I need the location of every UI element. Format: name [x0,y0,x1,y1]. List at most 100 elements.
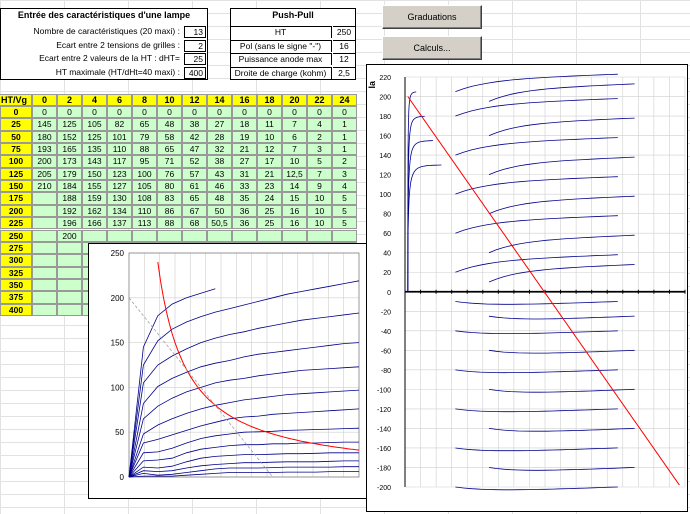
table-data-cell[interactable]: 0 [332,106,357,119]
table-data-cell[interactable]: 15 [282,192,307,205]
table-data-cell[interactable]: 0 [157,106,182,119]
table-data-cell[interactable]: 1 [332,130,357,144]
table-data-cell[interactable]: 0 [232,106,257,119]
table-data-cell[interactable]: 150 [82,167,107,181]
lamp-param-input[interactable]: 13 [184,26,206,38]
table-data-cell[interactable]: 61 [182,180,207,193]
table-data-cell[interactable]: 180 [32,130,57,144]
table-data-cell[interactable]: 52 [182,155,207,168]
table-data-cell[interactable]: 155 [82,180,107,193]
table-data-cell[interactable]: 18 [232,118,257,131]
table-data-cell[interactable]: 193 [32,143,57,156]
table-data-cell[interactable]: 2 [332,155,357,168]
table-data-cell[interactable]: 50 [207,204,232,218]
table-data-cell[interactable]: 0 [57,106,82,119]
table-data-cell[interactable]: 135 [82,143,107,156]
table-data-cell[interactable]: 24 [257,192,282,205]
table-data-cell[interactable]: 58 [157,130,182,144]
table-data-cell[interactable]: 5 [332,217,357,230]
table-data-cell[interactable]: 17 [257,155,282,168]
table-data-cell[interactable]: 48 [207,192,232,205]
table-data-cell[interactable]: 10 [282,155,307,168]
table-data-cell[interactable]: 188 [57,192,82,205]
table-data-cell[interactable]: 4 [332,180,357,193]
table-data-cell[interactable]: 1 [332,143,357,156]
table-data-cell[interactable]: 71 [157,155,182,168]
table-data-cell[interactable]: 210 [32,180,57,193]
table-data-cell[interactable] [107,229,132,242]
table-data-cell[interactable] [157,229,182,242]
table-data-cell[interactable] [32,241,57,255]
table-data-cell[interactable]: 25 [257,204,282,218]
table-data-cell[interactable]: 88 [157,217,182,230]
table-data-cell[interactable]: 1 [332,118,357,131]
table-data-cell[interactable]: 19 [232,130,257,144]
table-data-cell[interactable]: 113 [132,217,157,230]
table-data-cell[interactable]: 130 [107,192,132,205]
table-data-cell[interactable]: 16 [282,217,307,230]
table-data-cell[interactable] [32,291,57,304]
table-data-cell[interactable]: 9 [307,180,332,193]
table-data-cell[interactable] [132,229,157,242]
table-data-cell[interactable]: 162 [82,204,107,218]
table-data-cell[interactable] [57,266,82,279]
table-data-cell[interactable] [307,229,332,242]
table-data-cell[interactable]: 5 [332,204,357,218]
table-data-cell[interactable]: 12 [257,143,282,156]
table-data-cell[interactable] [32,266,57,279]
table-data-cell[interactable]: 36 [232,204,257,218]
table-data-cell[interactable]: 173 [57,155,82,168]
table-data-cell[interactable] [32,254,57,267]
table-data-cell[interactable]: 105 [132,180,157,193]
table-data-cell[interactable]: 0 [132,106,157,119]
table-data-cell[interactable]: 27 [232,155,257,168]
table-data-cell[interactable] [32,278,57,292]
table-data-cell[interactable] [57,291,82,304]
table-data-cell[interactable] [182,229,207,242]
table-data-cell[interactable]: 0 [32,106,57,119]
table-data-cell[interactable]: 0 [207,106,232,119]
table-data-cell[interactable]: 6 [282,130,307,144]
table-data-cell[interactable] [207,229,232,242]
table-data-cell[interactable]: 38 [207,155,232,168]
table-data-cell[interactable]: 196 [57,217,82,230]
graduations-button[interactable]: Graduations [382,5,482,29]
table-data-cell[interactable]: 32 [207,143,232,156]
table-data-cell[interactable]: 10 [307,204,332,218]
table-data-cell[interactable]: 10 [257,130,282,144]
table-data-cell[interactable]: 0 [257,106,282,119]
table-data-cell[interactable]: 79 [132,130,157,144]
table-data-cell[interactable]: 11 [257,118,282,131]
table-data-cell[interactable] [232,229,257,242]
table-data-cell[interactable]: 0 [307,106,332,119]
table-data-cell[interactable]: 25 [257,217,282,230]
table-data-cell[interactable]: 110 [132,204,157,218]
table-data-cell[interactable]: 42 [182,130,207,144]
table-data-cell[interactable]: 47 [182,143,207,156]
table-data-cell[interactable]: 127 [107,180,132,193]
table-data-cell[interactable]: 105 [82,118,107,131]
pushpull-param-input[interactable]: 250 [333,26,355,38]
table-data-cell[interactable]: 123 [107,167,132,181]
table-data-cell[interactable]: 46 [207,180,232,193]
table-data-cell[interactable]: 2 [307,130,332,144]
calculs-button[interactable]: Calculs... [382,36,482,60]
table-data-cell[interactable]: 50,5 [207,217,232,230]
table-data-cell[interactable]: 23 [257,180,282,193]
table-data-cell[interactable]: 200 [32,155,57,168]
table-data-cell[interactable]: 165 [57,143,82,156]
table-data-cell[interactable]: 43 [207,167,232,181]
table-data-cell[interactable]: 65 [182,192,207,205]
table-data-cell[interactable]: 205 [32,167,57,181]
table-data-cell[interactable]: 88 [132,143,157,156]
table-data-cell[interactable]: 31 [232,167,257,181]
table-data-cell[interactable]: 184 [57,180,82,193]
pushpull-param-input[interactable]: 16 [333,39,355,52]
table-data-cell[interactable]: 110 [107,143,132,156]
table-data-cell[interactable]: 192 [57,204,82,218]
table-data-cell[interactable] [32,192,57,205]
table-data-cell[interactable]: 145 [32,118,57,131]
table-data-cell[interactable]: 0 [107,106,132,119]
table-data-cell[interactable]: 200 [57,229,82,242]
table-data-cell[interactable]: 152 [57,130,82,144]
